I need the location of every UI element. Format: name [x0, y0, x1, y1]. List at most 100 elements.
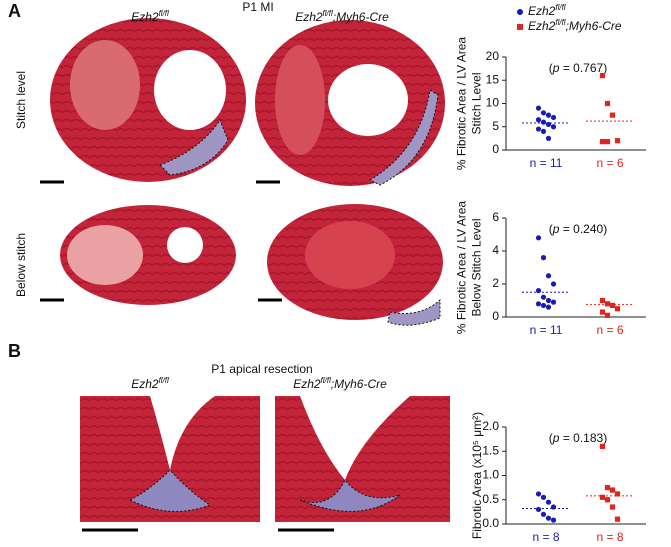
p-value: (p = 0.240): [549, 222, 607, 236]
data-point: [550, 124, 557, 130]
y-axis-label: Below Stitch Level: [470, 218, 484, 316]
data-point: [540, 302, 547, 309]
y-tick-label: 2: [492, 276, 499, 290]
genotype-base: Ezh2: [131, 377, 159, 391]
p-var: p: [552, 222, 560, 236]
genotype-label: Ezh2fl/fl;Myh6-Cre: [528, 18, 622, 33]
panel-title: P1 apical resection: [211, 362, 312, 376]
data-point: [599, 494, 606, 500]
genotype-rest: ;Myh6-Cre: [331, 377, 387, 391]
x-tick-label: n = 8: [532, 530, 559, 544]
data-point: [535, 235, 542, 241]
data-point: [545, 121, 552, 128]
y-tick-label: 20: [486, 49, 500, 63]
x-tick-label: n = 8: [596, 530, 623, 544]
legend-marker: [517, 9, 523, 15]
y-tick-label: 0: [492, 309, 499, 323]
data-point: [604, 485, 611, 491]
row-label: Below stitch: [14, 233, 28, 297]
p-rest: = 0.183): [559, 431, 607, 445]
data-point: [614, 516, 621, 522]
genotype-label: Ezh2fl/fl: [131, 376, 169, 391]
p-var: p: [552, 61, 560, 75]
genotype-base: Ezh2: [295, 10, 323, 24]
data-point: [540, 511, 547, 517]
data-point: [545, 135, 552, 141]
data-point: [614, 138, 621, 144]
p-value: (p = 0.767): [549, 61, 607, 75]
panel-title: P1 MI: [242, 0, 273, 14]
genotype-label: Ezh2fl/fl;Myh6-Cre: [295, 9, 389, 24]
data-point: [540, 119, 547, 125]
y-tick-label: 6: [492, 210, 499, 224]
data-point: [540, 128, 547, 134]
y-tick-label: 0.0: [482, 516, 499, 530]
p-rest: = 0.767): [559, 61, 607, 75]
data-point: [550, 281, 557, 287]
data-point: [545, 304, 552, 310]
data-point: [599, 73, 606, 79]
data-point: [599, 297, 606, 304]
data-point: [614, 306, 621, 312]
genotype-sup: fl/fl: [159, 9, 169, 18]
x-tick-label: n = 11: [530, 323, 563, 337]
genotype-label: Ezh2fl/fl: [131, 9, 169, 24]
panel-label: A: [8, 1, 21, 21]
data-point: [550, 517, 557, 523]
data-point: [545, 297, 552, 304]
data-point: [540, 110, 547, 116]
y-axis-label: % Fibrotic Area / LV Area: [455, 201, 469, 334]
row-label: Stitch level: [14, 71, 28, 129]
p-open: (: [549, 431, 553, 445]
histology: [40, 18, 450, 532]
genotype-label: Ezh2fl/fl: [528, 3, 566, 18]
data-point: [535, 301, 542, 307]
data-point: [604, 100, 611, 107]
data-point: [609, 487, 616, 493]
y-tick-label: 5: [492, 119, 499, 133]
data-point: [550, 299, 557, 305]
data-point: [535, 288, 542, 294]
p-rest: = 0.240): [559, 222, 607, 236]
data-point: [535, 491, 542, 497]
legend-marker: [517, 24, 523, 30]
data-point: [535, 506, 542, 513]
genotype-sup: fl/fl: [555, 18, 565, 27]
x-tick-label: n = 6: [596, 156, 623, 170]
data-point: [599, 443, 606, 449]
y-tick-label: 1.0: [482, 468, 499, 482]
y-tick-label: 0: [492, 142, 499, 156]
p-value: (p = 0.183): [549, 431, 607, 445]
data-point: [604, 139, 611, 145]
data-point: [545, 499, 552, 505]
y-tick-label: 4: [492, 243, 499, 257]
x-tick-label: n = 6: [596, 323, 623, 337]
data-point: [604, 312, 611, 318]
data-point: [614, 491, 621, 497]
x-tick-label: n = 11: [530, 156, 563, 170]
data-point: [545, 515, 552, 521]
data-point: [599, 139, 606, 145]
data-point: [540, 294, 547, 300]
data-point: [535, 105, 542, 111]
data-point: [604, 301, 611, 307]
genotype-sup: fl/fl: [323, 9, 333, 18]
y-tick-label: 15: [486, 72, 500, 86]
y-tick-label: 0.5: [482, 492, 499, 506]
genotype-base: Ezh2: [131, 10, 159, 24]
genotype-label: Ezh2fl/fl;Myh6-Cre: [293, 376, 387, 391]
y-tick-label: 10: [486, 96, 500, 110]
genotype-rest: ;Myh6-Cre: [333, 10, 389, 24]
p-var: p: [552, 431, 560, 445]
genotype-base: Ezh2: [528, 4, 556, 18]
p-open: (: [549, 61, 553, 75]
data-point: [535, 117, 542, 123]
panel-label: B: [8, 341, 21, 361]
genotype-sup: fl/fl: [555, 3, 565, 12]
genotype-base: Ezh2: [293, 377, 321, 391]
genotype-sup: fl/fl: [159, 376, 169, 385]
y-tick-label: 2.0: [482, 419, 499, 433]
y-axis-label: Fibrotic Area (x10⁵ μm²): [470, 412, 484, 539]
p-open: (: [549, 222, 553, 236]
